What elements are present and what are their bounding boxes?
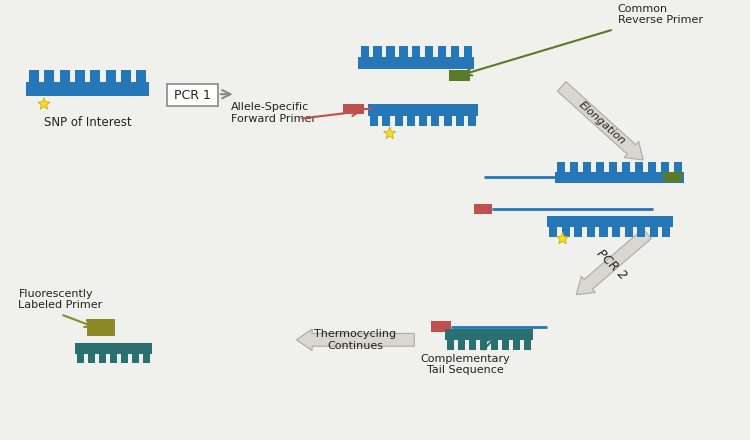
FancyBboxPatch shape [132, 354, 140, 363]
FancyArrow shape [577, 229, 651, 295]
FancyBboxPatch shape [458, 340, 465, 349]
FancyBboxPatch shape [468, 116, 476, 126]
FancyBboxPatch shape [143, 354, 150, 363]
FancyBboxPatch shape [634, 162, 644, 172]
FancyBboxPatch shape [663, 172, 682, 182]
FancyBboxPatch shape [382, 116, 391, 126]
FancyBboxPatch shape [447, 340, 454, 349]
FancyBboxPatch shape [60, 70, 70, 82]
FancyBboxPatch shape [407, 116, 415, 126]
FancyBboxPatch shape [596, 162, 604, 172]
FancyBboxPatch shape [443, 116, 452, 126]
FancyBboxPatch shape [612, 227, 620, 237]
FancyBboxPatch shape [574, 227, 583, 237]
FancyBboxPatch shape [622, 162, 630, 172]
FancyBboxPatch shape [491, 340, 498, 349]
FancyBboxPatch shape [88, 354, 95, 363]
Polygon shape [384, 127, 396, 139]
FancyBboxPatch shape [609, 162, 617, 172]
FancyBboxPatch shape [386, 46, 394, 57]
FancyBboxPatch shape [638, 227, 645, 237]
FancyBboxPatch shape [502, 340, 509, 349]
FancyBboxPatch shape [358, 57, 474, 69]
FancyBboxPatch shape [586, 227, 595, 237]
FancyBboxPatch shape [399, 46, 407, 57]
FancyBboxPatch shape [661, 162, 669, 172]
FancyBboxPatch shape [583, 162, 592, 172]
Text: Thermocycling
Continues: Thermocycling Continues [314, 329, 397, 351]
FancyBboxPatch shape [374, 46, 382, 57]
Text: PCR 2: PCR 2 [594, 246, 629, 282]
Text: Allele-Specific
Forward Primer: Allele-Specific Forward Primer [230, 102, 316, 124]
FancyBboxPatch shape [90, 70, 101, 82]
Text: Fluorescently
Labeled Primer: Fluorescently Labeled Primer [19, 289, 103, 310]
FancyArrow shape [296, 329, 414, 351]
Text: Complementary
Tail Sequence: Complementary Tail Sequence [421, 354, 510, 375]
FancyBboxPatch shape [674, 162, 682, 172]
FancyBboxPatch shape [650, 227, 658, 237]
FancyBboxPatch shape [469, 340, 476, 349]
FancyBboxPatch shape [121, 70, 131, 82]
FancyBboxPatch shape [99, 354, 106, 363]
FancyBboxPatch shape [456, 116, 464, 126]
FancyBboxPatch shape [343, 104, 364, 114]
FancyBboxPatch shape [166, 84, 218, 106]
FancyBboxPatch shape [106, 70, 116, 82]
FancyBboxPatch shape [29, 70, 39, 82]
FancyBboxPatch shape [368, 104, 478, 116]
FancyArrow shape [557, 81, 644, 160]
FancyBboxPatch shape [438, 46, 446, 57]
FancyBboxPatch shape [555, 172, 685, 183]
FancyBboxPatch shape [662, 227, 670, 237]
Polygon shape [38, 98, 50, 109]
FancyBboxPatch shape [110, 354, 117, 363]
FancyBboxPatch shape [648, 162, 656, 172]
FancyBboxPatch shape [75, 343, 152, 354]
FancyBboxPatch shape [412, 46, 421, 57]
FancyBboxPatch shape [136, 70, 146, 82]
Text: SNP of Interest: SNP of Interest [44, 116, 131, 129]
FancyBboxPatch shape [474, 204, 492, 214]
FancyBboxPatch shape [431, 116, 439, 126]
FancyBboxPatch shape [513, 340, 520, 349]
FancyBboxPatch shape [570, 162, 578, 172]
FancyBboxPatch shape [425, 46, 433, 57]
FancyBboxPatch shape [361, 46, 369, 57]
Polygon shape [556, 232, 568, 244]
FancyBboxPatch shape [394, 116, 403, 126]
FancyBboxPatch shape [87, 319, 115, 336]
FancyBboxPatch shape [480, 340, 487, 349]
FancyBboxPatch shape [75, 70, 85, 82]
FancyBboxPatch shape [26, 82, 149, 96]
FancyBboxPatch shape [625, 227, 633, 237]
FancyBboxPatch shape [557, 162, 566, 172]
FancyBboxPatch shape [44, 70, 54, 82]
Text: Elongation: Elongation [577, 100, 628, 147]
FancyBboxPatch shape [562, 227, 570, 237]
FancyBboxPatch shape [451, 46, 459, 57]
FancyBboxPatch shape [524, 340, 531, 349]
FancyBboxPatch shape [464, 46, 472, 57]
Text: Common
Reverse Primer: Common Reverse Primer [618, 4, 703, 26]
FancyBboxPatch shape [431, 321, 451, 332]
FancyBboxPatch shape [599, 227, 608, 237]
FancyBboxPatch shape [547, 216, 673, 227]
FancyBboxPatch shape [77, 354, 85, 363]
Text: PCR 1: PCR 1 [174, 89, 211, 102]
FancyBboxPatch shape [445, 329, 533, 340]
FancyBboxPatch shape [370, 116, 378, 126]
FancyBboxPatch shape [121, 354, 128, 363]
FancyBboxPatch shape [549, 227, 557, 237]
FancyBboxPatch shape [448, 70, 470, 81]
FancyBboxPatch shape [419, 116, 427, 126]
